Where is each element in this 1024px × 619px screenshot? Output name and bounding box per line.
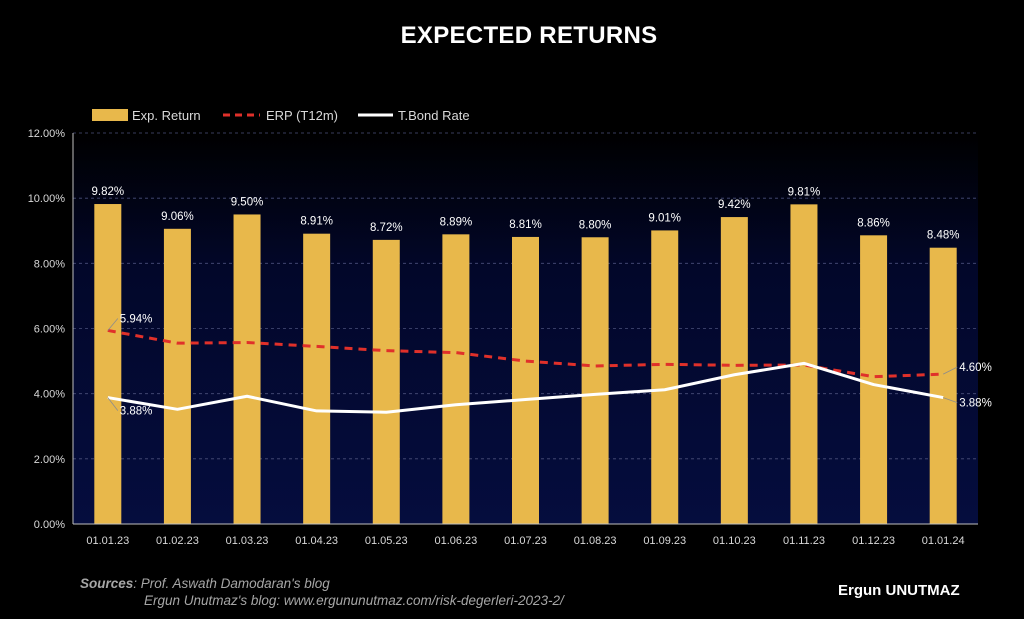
bar-value-label: 9.42% <box>718 199 751 211</box>
bar-value-label: 9.81% <box>788 186 821 198</box>
bar-value-label: 9.01% <box>648 212 681 224</box>
x-tick-label: 01.03.23 <box>226 535 269 547</box>
bar-value-label: 8.86% <box>857 217 890 229</box>
x-tick-label: 01.01.23 <box>86 535 129 547</box>
chart-title: EXPECTED RETURNS <box>400 22 658 49</box>
axes: 0.00% 2.00% 4.00% 6.00% 8.00% 10.00% 12.00% 01.… <box>28 128 978 547</box>
bar-exp-return <box>651 230 679 524</box>
sources-line2: Ergun Unutmaz's blog: www.ergununutmaz.c… <box>144 593 564 608</box>
x-tick-label: 01.04.23 <box>295 535 338 547</box>
leader-line <box>107 318 119 331</box>
bar-exp-return <box>372 239 400 524</box>
bar-exp-return <box>581 237 609 524</box>
bar-exp-return <box>929 247 957 524</box>
y-tick-label: 10.00% <box>28 193 66 205</box>
bar-value-label: 9.06% <box>161 211 194 223</box>
line-end-label: 4.60% <box>959 362 992 374</box>
bar-exp-return <box>512 236 539 524</box>
bar-series <box>94 204 957 525</box>
bar-value-label: 8.89% <box>440 216 473 228</box>
x-tick-label: 01.11.23 <box>783 535 825 547</box>
line-end-label: 5.94% <box>120 313 153 325</box>
bar-exp-return <box>233 214 261 525</box>
bar-value-label: 8.72% <box>370 222 403 234</box>
sources-note: Sources: Prof. Aswath Damodaran's blog E… <box>80 576 564 608</box>
x-tick-label: 01.02.23 <box>156 535 199 547</box>
line-series <box>107 328 944 414</box>
legend-label-exp-return: Exp. Return <box>132 108 201 123</box>
bar-exp-return <box>163 228 191 525</box>
legend-swatch-exp-return <box>92 109 128 121</box>
y-tick-label: 0.00% <box>34 519 65 531</box>
bar-exp-return <box>442 234 470 524</box>
y-tick-label: 2.00% <box>34 454 65 466</box>
x-tick-label: 01.12.23 <box>852 535 895 547</box>
bar-value-label: 8.48% <box>927 230 960 242</box>
bar-value-label: 9.50% <box>231 196 264 208</box>
y-tick-label: 4.00% <box>34 389 65 401</box>
bar-exp-return <box>860 235 888 525</box>
bar-value-label: 8.91% <box>300 216 333 228</box>
legend: Exp. Return ERP (T12m) T.Bond Rate <box>92 108 470 123</box>
line-end-label: 3.88% <box>120 406 153 418</box>
legend-label-tbond: T.Bond Rate <box>398 108 470 123</box>
bar-value-label: 9.82% <box>92 186 125 198</box>
data-labels: 9.82% 9.06% 9.50% 8.91% 8.72% 8.89% 8.81% 8.80%… <box>92 186 992 418</box>
sources-key: Sources <box>80 576 134 591</box>
x-tick-label: 01.07.23 <box>504 535 547 547</box>
leader-line <box>943 397 958 403</box>
bar-exp-return <box>94 204 122 524</box>
bar-value-label: 8.81% <box>509 219 542 231</box>
leader-line <box>943 366 958 375</box>
x-tick-label: 01.10.23 <box>713 535 756 547</box>
y-tick-label: 6.00% <box>34 324 65 336</box>
x-tick-label: 01.01.24 <box>922 535 965 547</box>
leader-line <box>107 397 119 411</box>
x-tick-label: 01.05.23 <box>365 535 408 547</box>
author-signature: Ergun UNUTMAZ <box>838 582 960 599</box>
erp-line <box>107 328 944 379</box>
y-tick-label: 8.00% <box>34 258 65 270</box>
x-tick-label: 01.06.23 <box>434 535 477 547</box>
x-tick-label: 01.09.23 <box>643 535 686 547</box>
tbond-line <box>107 361 944 414</box>
bar-exp-return <box>720 217 748 524</box>
sources-line1: Prof. Aswath Damodaran's blog <box>140 576 330 591</box>
bar-value-label: 8.80% <box>579 219 612 231</box>
legend-label-erp: ERP (T12m) <box>266 108 338 123</box>
x-tick-label: 01.08.23 <box>574 535 617 547</box>
line-end-label: 3.88% <box>959 398 992 410</box>
bar-exp-return <box>303 233 331 524</box>
y-tick-label: 12.00% <box>28 128 66 140</box>
